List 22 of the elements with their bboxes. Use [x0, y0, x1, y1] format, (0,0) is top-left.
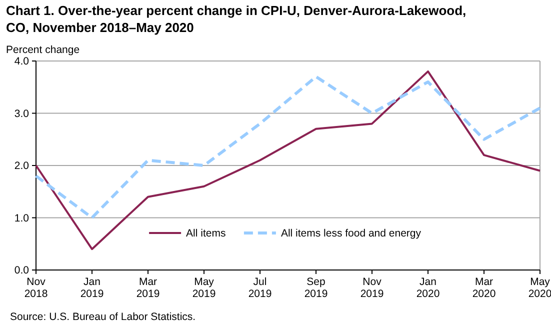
- x-tick-label: Mar 2019: [136, 276, 160, 300]
- y-tick-label: 4.0: [14, 56, 30, 68]
- y-tick-label: 0.0: [14, 264, 30, 277]
- y-tick-label: 2.0: [14, 160, 30, 172]
- line-series: [35, 70, 541, 250]
- x-tick-label: Nov 2019: [360, 276, 384, 300]
- x-tick-label: Jul 2019: [248, 276, 272, 300]
- x-tick-label: May 2020: [528, 276, 551, 300]
- x-tick-label: Mar 2020: [472, 276, 496, 300]
- legend-label: All items: [186, 228, 226, 240]
- x-tick-label: Nov 2018: [24, 276, 48, 300]
- x-tick-label: Jan 2020: [416, 276, 440, 300]
- x-tick-label: Jan 2019: [80, 276, 104, 300]
- line-series: [34, 75, 542, 220]
- source-note: Source: U.S. Bureau of Labor Statistics.: [10, 311, 196, 323]
- y-tick-label: 3.0: [14, 108, 30, 120]
- legend-label: All items less food and energy: [280, 228, 422, 240]
- chart-title: Chart 1. Over-the-year percent change in CPI-U, Denver-Aurora-Lakewood, CO, November 2018–May 2020: [6, 3, 466, 35]
- y-axis-title: Percent change: [6, 44, 80, 56]
- x-tick-label: May 2019: [192, 276, 216, 300]
- x-tick-label: Sep 2019: [304, 276, 328, 300]
- y-tick-label: 1.0: [14, 212, 30, 224]
